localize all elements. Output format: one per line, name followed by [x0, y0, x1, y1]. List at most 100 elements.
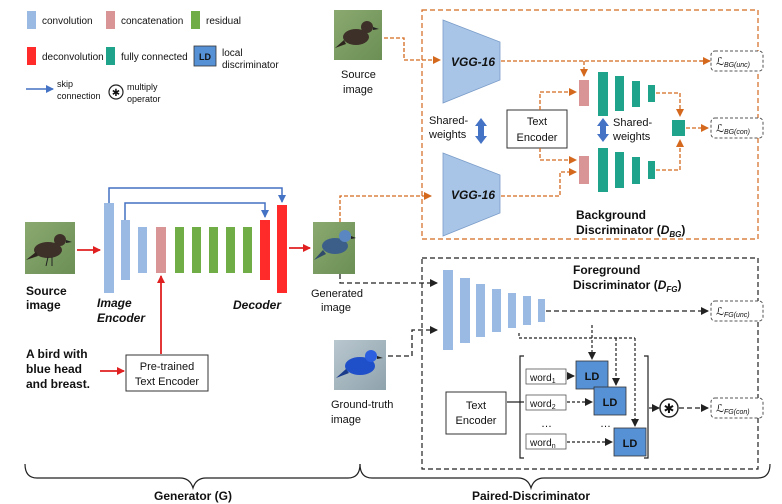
text-to-bottom-concat-arrow [539, 148, 577, 164]
loss-bg-con-box [710, 117, 764, 139]
top-fc-to-merge-arrow [656, 92, 684, 117]
skip-connection-outer [108, 187, 286, 203]
bg-top-fc-1 [598, 72, 608, 116]
caption-line2: blue head [26, 362, 82, 376]
background-d-symbol: D [661, 223, 670, 237]
word-1: word1 [529, 373, 556, 385]
shared-weights-left-line1: Shared- [429, 115, 468, 127]
background-d-subscript: BG [669, 230, 681, 239]
foreground-text-encoder-box [445, 391, 507, 435]
pretrained-text-encoder-line2: Text Encoder [135, 376, 200, 388]
word-n-text: word [529, 438, 552, 449]
foreground-text-encoder-line1: Text [466, 400, 486, 412]
multiply-operator-icon [659, 398, 679, 418]
shared-weights-right-line1: Shared- [613, 117, 652, 129]
foreground-discriminator-frame [421, 257, 759, 470]
legend-ld-badge [193, 45, 217, 67]
word-n-subscript: n [552, 443, 556, 450]
loss-bg-unc-symbol: ℒ [716, 56, 724, 68]
background-discriminator: Source image VGG-16 VGG-16 Shared- weigh… [334, 9, 764, 240]
generator-label: Generator (G) [154, 489, 232, 503]
bg-bottom-fc-4 [648, 161, 655, 179]
vgg-top-label: VGG-16 [451, 55, 495, 69]
fg-feature-bus [518, 333, 635, 339]
fg-conv-7 [538, 299, 545, 322]
loss-fg-unc-box [710, 300, 764, 322]
paired-discriminator-brace [359, 463, 771, 491]
legend-skip-label: skip [57, 79, 73, 89]
loss-bg-unc: ℒBG(unc) [716, 56, 750, 69]
fg-conv-6 [523, 296, 531, 325]
legend-convolution-swatch [27, 11, 36, 29]
generated-to-vgg-bottom-arrow [339, 192, 432, 222]
generator-section: Source image Image Encoder Decoder Gene [25, 187, 363, 392]
paired-discriminator-label: Paired-Discriminator [472, 489, 590, 503]
word-n: wordn [529, 438, 556, 450]
fg-conv-4 [492, 289, 501, 332]
vgg-top-block [442, 19, 501, 104]
ld-block-2 [593, 386, 627, 416]
legend-multiply-label: multiply [127, 82, 158, 92]
word-ellipsis: … [541, 418, 552, 430]
background-text-encoder-line2: Encoder [517, 132, 558, 144]
legend-discriminator-label: discriminator [222, 60, 279, 71]
loss-bg-con-symbol: ℒ [716, 123, 724, 135]
ld-block-1 [575, 360, 609, 390]
foreground-d-symbol: D [658, 278, 667, 292]
residual-block-5 [243, 227, 252, 273]
generated-to-foreground-arrow [339, 274, 438, 287]
loss-bg-unc-subscript: BG(unc) [724, 62, 750, 69]
bg-top-concat-block [579, 80, 589, 106]
loss-bg-con-subscript: BG(con) [724, 129, 750, 136]
bg-top-fc-3 [632, 81, 640, 107]
ld-block-n-label: LD [623, 438, 638, 450]
encoder-conv-block-3 [138, 227, 147, 273]
foreground-title-text: Discriminator ( [573, 278, 658, 292]
word-bracket-right [644, 355, 649, 459]
word-2: word2 [529, 399, 556, 411]
legend-convolution-label: convolution [42, 16, 93, 27]
legend-operator-label: operator [127, 94, 161, 104]
decoder-label: Decoder [233, 298, 282, 312]
foreground-text-encoder-line2: Encoder [456, 415, 497, 427]
loss-fg-con-symbol: ℒ [716, 403, 724, 415]
fg-conv-2 [460, 278, 470, 343]
vgg-bottom-to-concat-arrow [501, 168, 577, 197]
bg-bottom-fc-2 [615, 152, 624, 188]
foreground-d-subscript: FG [666, 285, 677, 294]
decoder-deconv-block-2 [277, 205, 287, 293]
ground-truth-image [334, 340, 386, 390]
bg-top-fc-4 [648, 85, 655, 102]
legend-connection-label: connection [57, 91, 101, 101]
generated-image-label-line1: Generated [311, 288, 363, 300]
residual-block-1 [175, 227, 184, 273]
loss-fg-con-subscript: FG(con) [724, 409, 750, 416]
bg-merge-fc-block [672, 120, 685, 136]
background-title-text: Discriminator ( [576, 223, 661, 237]
foreground-title-line1: Foreground [573, 263, 640, 277]
skip-connection-inner [124, 202, 269, 220]
caption-line3: and breast. [26, 377, 90, 391]
legend-concatenation-label: concatenation [121, 16, 183, 27]
loss-bg-unc-box [710, 50, 764, 72]
image-encoder-label-line1: Image [97, 296, 132, 310]
ground-truth-to-foreground-arrow [388, 326, 438, 357]
pretrained-text-encoder-box [125, 354, 209, 392]
shared-weights-left-line2: weights [428, 129, 467, 141]
legend-deconvolution-swatch [27, 47, 36, 65]
bg-bottom-fc-3 [632, 157, 640, 184]
generator-brace [24, 463, 361, 491]
loss-fg-unc: ℒFG(unc) [716, 306, 750, 319]
ground-truth-label-line1: Ground-truth [331, 399, 393, 411]
background-title-line2: Discriminator (DBG) [576, 223, 685, 239]
source-to-vgg-top-arrow [384, 37, 441, 64]
bg-bottom-concat-block [579, 156, 589, 184]
shared-weights-right-line2: weights [612, 131, 651, 143]
encoder-conv-block-1 [104, 203, 114, 293]
residual-block-3 [209, 227, 218, 273]
word-1-text: word [529, 373, 552, 384]
generator-source-image [25, 222, 75, 274]
word-1-subscript: 1 [552, 378, 556, 385]
encoder-conv-block-2 [121, 220, 130, 280]
background-title-line1: Background [576, 208, 646, 222]
